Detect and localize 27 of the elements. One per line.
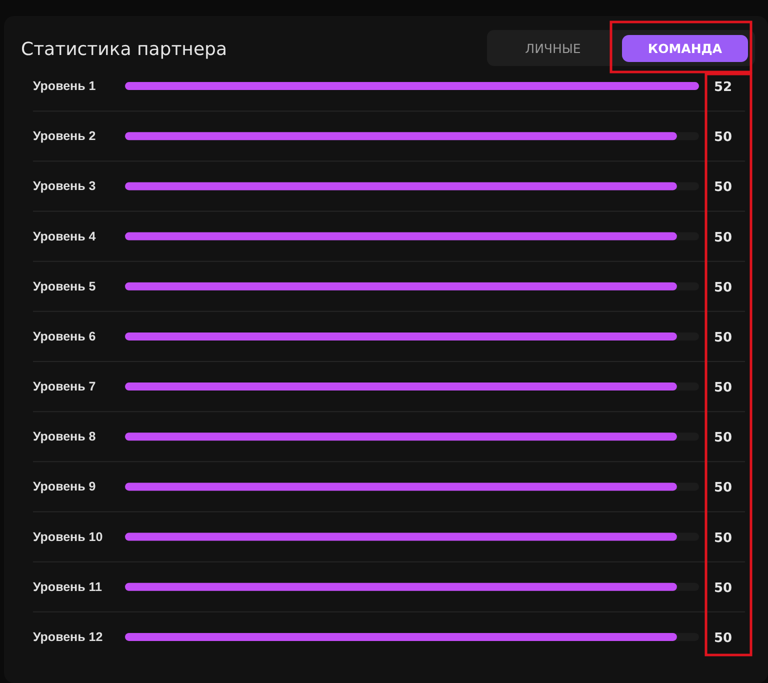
y-tick-label: Уровень 6 (33, 329, 96, 344)
y-tick-label: Уровень 12 (33, 630, 103, 644)
data-label: 50 (714, 280, 732, 296)
y-tick-label: Уровень 10 (33, 530, 103, 544)
data-label: 50 (714, 180, 732, 196)
data-label: 50 (714, 580, 732, 596)
y-tick-label: Уровень 7 (33, 380, 96, 394)
y-tick-label: Уровень 11 (33, 580, 102, 594)
data-label: 50 (714, 230, 732, 246)
y-tick-label: Уровень 3 (33, 179, 96, 194)
text: КОМАНДА (648, 41, 722, 56)
y-tick-label: Уровень 9 (33, 480, 96, 494)
data-label: 50 (714, 480, 732, 496)
y-tick-label: Уровень 2 (33, 129, 96, 144)
data-label: 50 (714, 330, 732, 346)
y-tick-label: Уровень 1 (33, 79, 96, 94)
data-label: 50 (714, 130, 732, 146)
chart-title: Статистика партнера (21, 39, 227, 60)
data-label: 50 (714, 530, 732, 546)
data-label: 50 (714, 380, 732, 396)
data-label: 52 (714, 80, 732, 96)
text: ЛИЧНЫЕ (525, 41, 581, 56)
data-label: 50 (714, 430, 732, 446)
y-tick-label: Уровень 5 (33, 279, 96, 294)
y-tick-label: Уровень 4 (33, 229, 96, 244)
y-tick-label: Уровень 8 (33, 430, 96, 444)
data-label: 50 (714, 630, 732, 646)
